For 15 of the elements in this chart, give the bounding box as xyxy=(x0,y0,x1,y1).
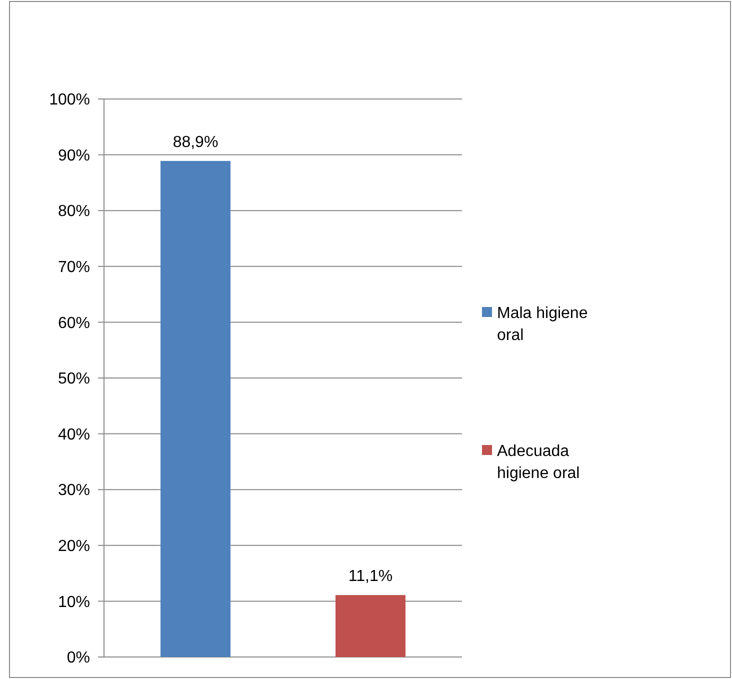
y-tick-label: 20% xyxy=(58,538,90,555)
data-label: 11,1% xyxy=(348,568,393,586)
data-label: 88,9% xyxy=(172,134,218,151)
y-tick-label: 50% xyxy=(58,370,90,388)
y-tick-label: 0% xyxy=(66,650,90,667)
y-tick-label: 80% xyxy=(58,203,90,220)
y-tick-label: 60% xyxy=(58,314,90,332)
y-tick-label: 90% xyxy=(58,147,90,164)
y-tick-label: 40% xyxy=(58,426,90,444)
legend-label: Adecuada higiene oral xyxy=(497,443,580,482)
y-tick-label: 10% xyxy=(58,594,90,611)
y-tick-label: 30% xyxy=(58,482,90,500)
legend-label: Mala higiene oral xyxy=(497,305,588,344)
y-tick-label: 70% xyxy=(58,259,90,276)
y-tick-label: 100% xyxy=(49,92,90,109)
